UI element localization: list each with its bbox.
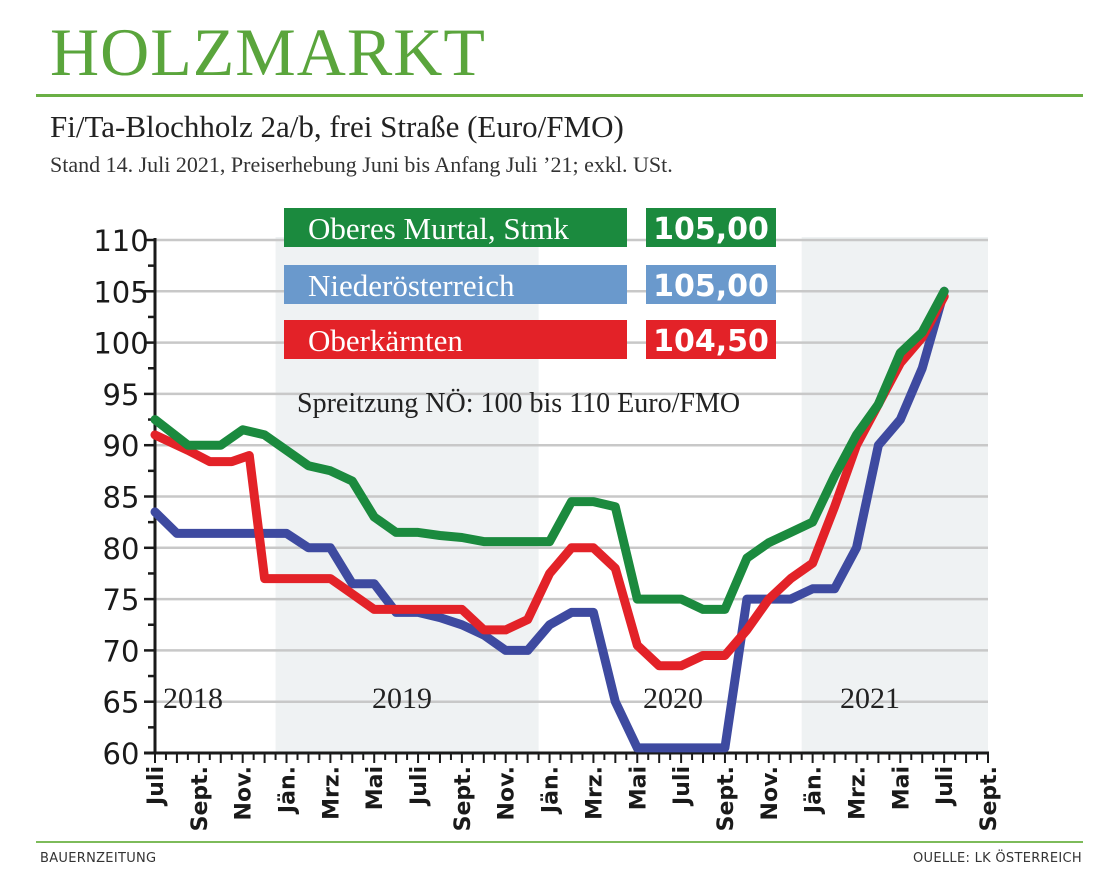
x-tick-label: Jän. — [276, 766, 301, 815]
x-tick-label: Nov. — [495, 766, 520, 820]
y-tick-label: 100 — [93, 327, 148, 361]
year-label-2021: 2021 — [840, 682, 900, 715]
legend-value-niederösterreich: 105,00 — [653, 269, 769, 304]
year-band-2021 — [801, 237, 988, 753]
x-tick-label: Jän. — [802, 766, 827, 815]
legend-value-oberes-murtal-stmk: 105,00 — [653, 212, 769, 247]
year-label-2018: 2018 — [163, 682, 223, 715]
footer-divider — [36, 841, 1083, 843]
x-tick-label: Mai — [889, 766, 914, 810]
y-tick-label: 75 — [103, 583, 140, 617]
x-tick-label: Sept. — [714, 766, 739, 831]
year-band-2019 — [275, 237, 539, 753]
x-tick-label: Mrz. — [845, 766, 870, 820]
y-tick-label: 110 — [93, 224, 148, 258]
x-tick-label: Nov. — [232, 766, 257, 820]
publisher-label: BAUERNZEITUNG — [40, 851, 157, 866]
y-tick-label: 105 — [93, 275, 148, 309]
x-tick-label: Mai — [363, 766, 388, 810]
source-label: OUELLE: LK ÖSTERREICH — [913, 851, 1082, 866]
legend-value-box-oberkärnten — [646, 320, 776, 359]
legend-value-box-niederösterreich — [646, 265, 776, 304]
legend-swatch-oberkärnten — [284, 320, 627, 359]
y-tick-label: 70 — [103, 634, 140, 668]
x-tick-label: Juli — [407, 766, 432, 807]
x-tick-label: Sept. — [188, 766, 213, 831]
year-label-2019: 2019 — [372, 682, 432, 715]
x-tick-label: Mai — [626, 766, 651, 810]
x-tick-label: Juli — [670, 766, 695, 807]
page-title: HOLZMARKT — [50, 14, 486, 90]
series-line-oberes-murtal-stmk — [150, 286, 949, 614]
x-tick-label: Sept. — [451, 766, 476, 831]
y-tick-label: 60 — [103, 737, 140, 771]
y-tick-label: 90 — [103, 429, 140, 463]
x-axis-ticks: Juli Sept. Nov. Jän. Mrz. Mai Juli Sept. Nov. Jän… — [144, 753, 1002, 831]
legend-value-box-oberes-murtal-stmk — [646, 208, 776, 247]
chart-note: Stand 14. Juli 2021, Preiserhebung Juni … — [50, 152, 673, 177]
spread-annotation: Spreitzung NÖ: 100 bis 110 Euro/FMO — [297, 388, 740, 419]
legend-label-oberes-murtal-stmk: Oberes Murtal, Stmk — [308, 211, 569, 246]
year-label-2020: 2020 — [643, 682, 703, 715]
y-tick-label: 85 — [103, 481, 140, 515]
title-divider — [36, 94, 1083, 97]
y-tick-label: 95 — [103, 378, 140, 412]
y-axis-ticks: 110 105 100 95 90 85 80 75 70 65 60 — [93, 224, 155, 771]
series-lines — [150, 286, 949, 753]
x-tick-label: Jän. — [539, 766, 564, 815]
x-tick-label: Juli — [144, 766, 169, 807]
x-tick-label: Mrz. — [582, 766, 607, 820]
legend: Oberes Murtal, Stmk 105,00 Niederösterreic… — [284, 208, 776, 359]
y-tick-label: 80 — [103, 532, 140, 566]
legend-swatch-oberes-murtal-stmk — [284, 208, 627, 247]
legend-label-niederösterreich: Niederösterreich — [308, 268, 515, 303]
year-labels: 2018 2019 2020 2021 — [163, 682, 900, 715]
year-bands — [275, 237, 988, 753]
x-tick-label: Sept. — [977, 766, 1002, 831]
y-tick-label: 65 — [103, 686, 140, 720]
legend-swatch-niederösterreich — [284, 265, 627, 304]
x-tick-label: Juli — [933, 766, 958, 807]
x-tick-label: Nov. — [758, 766, 783, 820]
chart-subtitle: Fi/Ta-Blochholz 2a/b, frei Straße (Euro/… — [50, 109, 624, 144]
x-tick-label: Mrz. — [319, 766, 344, 820]
legend-value-oberkärnten: 104,50 — [653, 324, 769, 359]
legend-label-oberkärnten: Oberkärnten — [308, 323, 463, 358]
